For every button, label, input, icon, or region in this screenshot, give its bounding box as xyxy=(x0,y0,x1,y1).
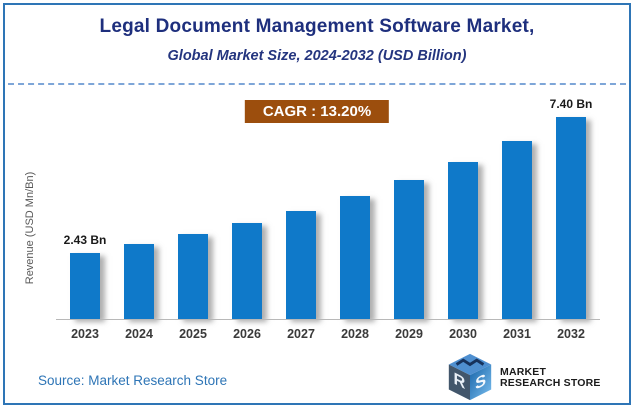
x-axis-label-2029: 2029 xyxy=(395,327,423,341)
svg-text:S: S xyxy=(475,369,486,393)
bar-2029 xyxy=(394,180,424,319)
bar-2024 xyxy=(124,244,154,319)
bar-slot: 2025 xyxy=(166,117,220,341)
brand-logo-line1: MARKET xyxy=(500,366,547,378)
plot-area: 2.43 Bn 2023 2024 2025 2026 2027 2028 2029 2030 2… xyxy=(58,97,598,341)
dashed-divider xyxy=(8,83,626,85)
bar-slot: 2026 xyxy=(220,117,274,341)
bar-slot: 2027 xyxy=(274,117,328,341)
x-axis-line xyxy=(56,319,600,320)
bar-2031 xyxy=(502,141,532,319)
chart-subtitle: Global Market Size, 2024-2032 (USD Billi… xyxy=(167,48,467,64)
bar-2027 xyxy=(286,210,316,319)
bar-2025 xyxy=(178,234,208,319)
x-axis-label-2030: 2030 xyxy=(449,327,477,341)
bar-slot: 2024 xyxy=(112,117,166,341)
bar-2032 xyxy=(556,117,586,319)
bar-slot: 2.43 Bn 2023 xyxy=(58,117,112,341)
bar-2026 xyxy=(232,223,262,319)
bar-2023 xyxy=(70,252,100,319)
bar-slot: 2029 xyxy=(382,117,436,341)
x-axis-label-2024: 2024 xyxy=(125,327,153,341)
x-axis-label-2023: 2023 xyxy=(71,327,99,341)
source-text: Source: Market Research Store xyxy=(38,373,228,388)
brand-logo-line2: RESEARCH STORE xyxy=(500,377,601,389)
x-axis-label-2031: 2031 xyxy=(503,327,531,341)
bar-slot: 2028 xyxy=(328,117,382,341)
x-axis-label-2028: 2028 xyxy=(341,327,369,341)
bar-slot: 7.40 Bn 2032 xyxy=(544,97,598,341)
mrs-cube-logo-icon: R S xyxy=(448,353,492,401)
x-axis-label-2025: 2025 xyxy=(179,327,207,341)
bar-2030 xyxy=(448,161,478,319)
bar-2028 xyxy=(340,196,370,319)
x-axis-label-2026: 2026 xyxy=(233,327,261,341)
chart-title: Legal Document Management Software Marke… xyxy=(99,16,535,37)
y-axis-title: Revenue (USD Mn/Bn) xyxy=(24,171,36,285)
cagr-badge: CAGR : 13.20% xyxy=(244,100,390,123)
data-label-2023: 2.43 Bn xyxy=(63,232,107,247)
svg-text:R: R xyxy=(453,368,465,393)
x-axis-label-2032: 2032 xyxy=(557,327,585,341)
bar-slot: 2031 xyxy=(490,117,544,341)
data-label-2032: 7.40 Bn xyxy=(549,97,593,111)
brand-logo-text: MARKET RESEARCH STORE xyxy=(500,367,601,389)
x-axis-label-2027: 2027 xyxy=(287,327,315,341)
brand-logo: R S MARKET RESEARCH STORE xyxy=(446,352,601,404)
bar-slot: 2030 xyxy=(436,117,490,341)
